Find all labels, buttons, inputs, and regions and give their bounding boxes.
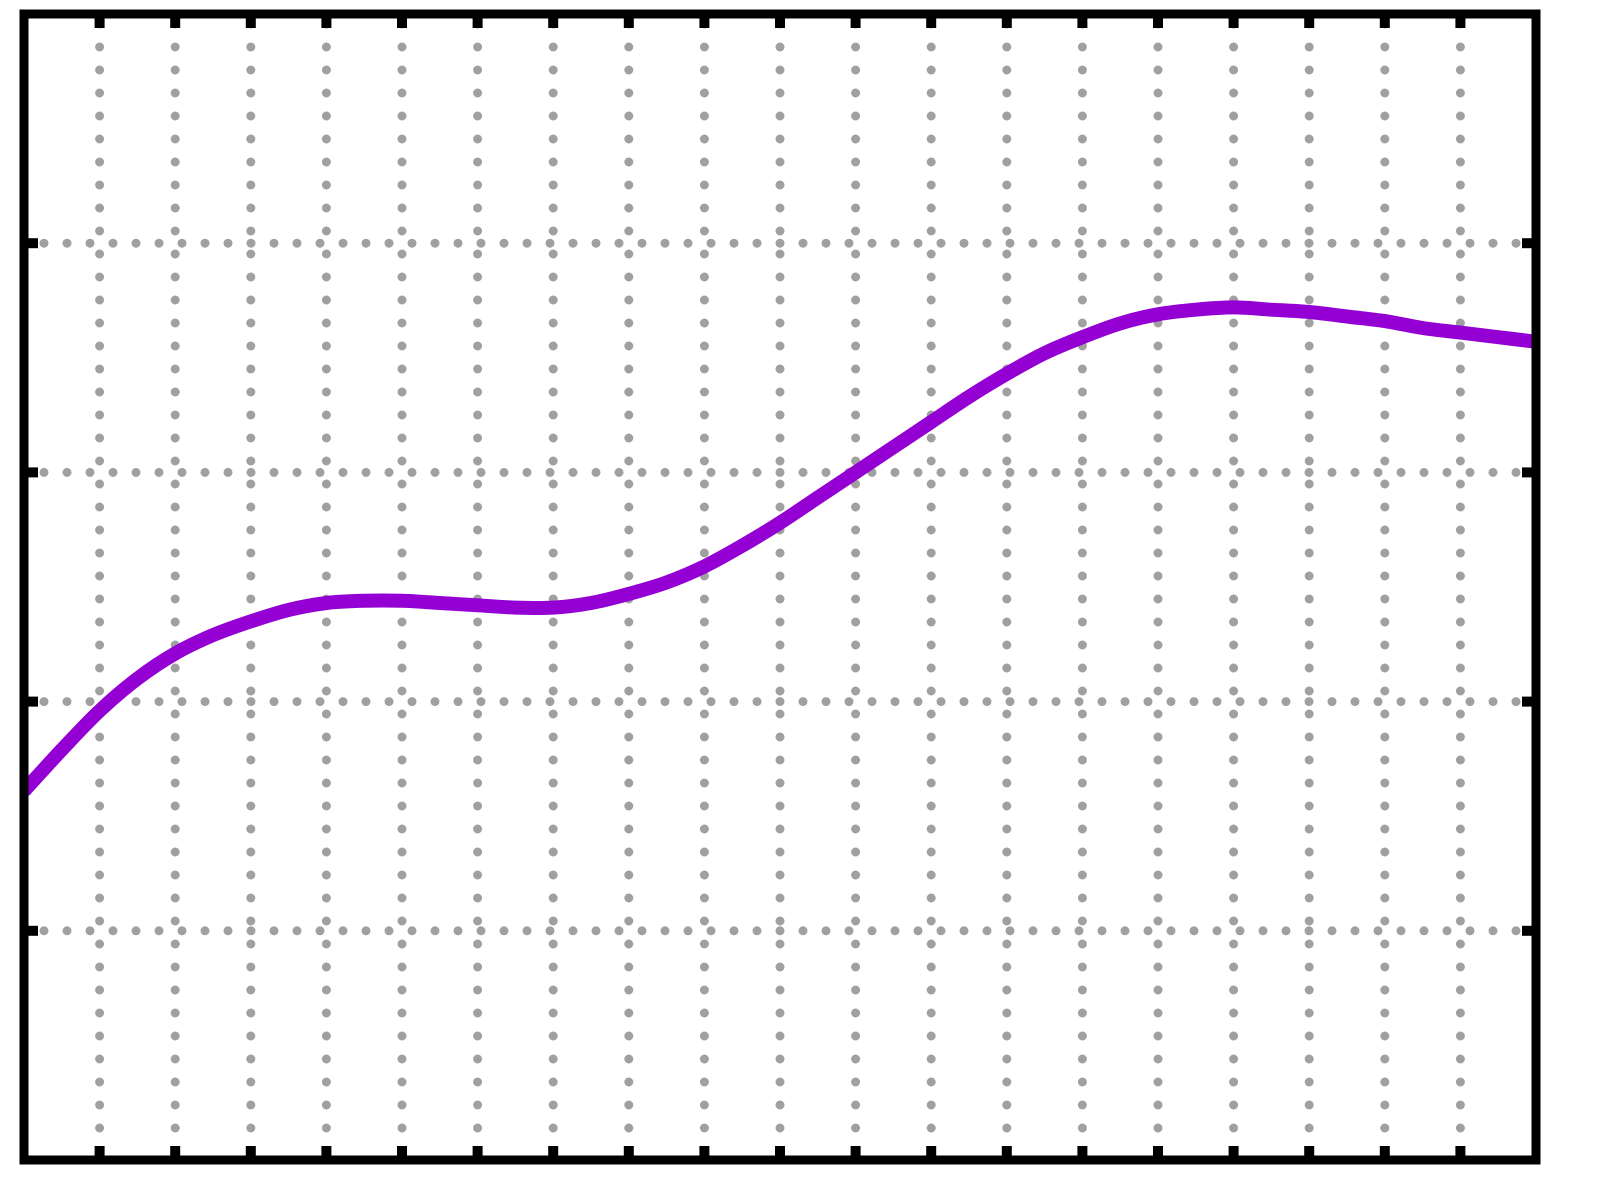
- series-line: [24, 300, 1536, 796]
